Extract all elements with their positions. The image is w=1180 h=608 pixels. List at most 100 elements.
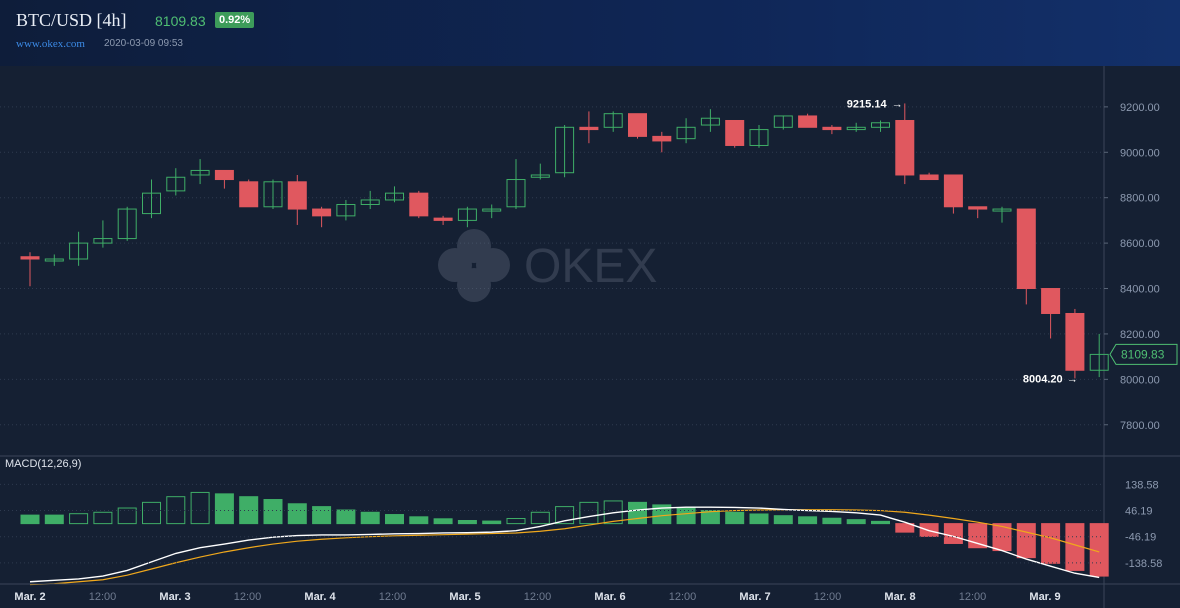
chart-header: BTC/USD [4h] 8109.83 0.92% www.okex.com …	[0, 0, 1180, 66]
candle	[287, 174, 307, 225]
signal-line	[29, 509, 1100, 586]
watermark-logo-circle-top	[457, 229, 491, 263]
macd-bar	[1016, 523, 1036, 559]
low-annotation: 8004.20	[1023, 373, 1063, 385]
time-tick-label: 12:00	[89, 591, 117, 603]
candle	[846, 122, 866, 132]
candle	[919, 172, 939, 181]
candlestick-chart[interactable]: OKEX 9200.00 9000.00 8800.00 8600.00 8400.00…	[0, 66, 1180, 608]
candle-body	[1089, 353, 1109, 371]
site-link[interactable]: www.okex.com	[16, 38, 85, 50]
candle-body	[385, 192, 404, 201]
macd-bar	[44, 514, 64, 525]
candle	[943, 174, 963, 214]
macd-bar	[555, 506, 575, 525]
candle-body	[142, 192, 161, 215]
candle	[44, 254, 64, 266]
macd-bar	[166, 496, 186, 525]
macd-bar	[263, 499, 283, 525]
grid-lines	[0, 66, 1105, 608]
macd-line	[29, 506, 1100, 583]
macd-bar	[506, 518, 526, 525]
candle-body	[555, 126, 575, 174]
candle	[69, 231, 89, 266]
last-price-tag	[1109, 343, 1178, 365]
time-tick-label: 12:00	[379, 591, 407, 603]
high-arrow: →	[892, 98, 903, 110]
candle-body	[409, 192, 429, 217]
macd-tick-label: -138.58	[1125, 558, 1162, 570]
candle-body	[360, 199, 380, 206]
macd-bar	[142, 501, 161, 525]
candle-body	[773, 115, 793, 128]
candle-body	[652, 135, 672, 142]
candle-body	[44, 258, 64, 262]
time-tick-label: Mar. 2	[14, 591, 45, 603]
candle	[1065, 308, 1085, 379]
macd-bar	[214, 493, 234, 525]
price-tick-label: 8400.00	[1120, 284, 1160, 296]
candle	[725, 119, 745, 148]
macd-bar	[20, 514, 40, 525]
macd-bar	[822, 517, 842, 525]
last-price-label: 8109.83	[1121, 347, 1165, 361]
candle	[409, 190, 429, 219]
time-tick-label: Mar. 9	[1029, 591, 1060, 603]
time-tick-label: 12:00	[524, 591, 552, 603]
candle	[530, 163, 550, 180]
candle-body	[287, 181, 307, 210]
candle-body	[336, 204, 356, 217]
price-tick-label: 7800.00	[1120, 420, 1160, 432]
macd-bar	[409, 516, 429, 525]
candle	[628, 113, 647, 139]
candle-body	[798, 115, 818, 128]
candle	[895, 103, 915, 185]
candle	[798, 113, 818, 128]
price-tick-label: 9000.00	[1120, 147, 1160, 159]
candle-body	[93, 238, 113, 244]
macd-tick-label: -46.19	[1125, 532, 1156, 544]
pair-title: BTC/USD [4h]	[16, 10, 127, 30]
candle-body	[822, 126, 842, 131]
time-tick-label: Mar. 3	[159, 591, 190, 603]
candle-body	[457, 208, 477, 221]
candle-body	[846, 126, 866, 131]
time-axis: Mar. 2 12:00 Mar. 3 12:00 Mar. 4 12:00 Mar. 5 1…	[0, 583, 1180, 603]
candle	[117, 206, 137, 241]
candle	[433, 215, 453, 225]
candle-body	[895, 119, 915, 176]
macd-bar	[798, 516, 818, 525]
macd-tick-label: 46.19	[1125, 506, 1153, 518]
candle-body	[214, 169, 234, 181]
macd-bar	[628, 501, 647, 525]
price-tick-label: 8200.00	[1120, 329, 1160, 341]
candle-body	[968, 206, 988, 210]
candle	[1016, 208, 1036, 305]
candle-body	[117, 208, 137, 240]
macd-tick-label: 138.58	[1125, 479, 1159, 491]
time-tick-label: Mar. 6	[594, 591, 625, 603]
candle-body	[725, 119, 745, 146]
candle	[822, 125, 842, 135]
time-tick-label: Mar. 5	[449, 591, 480, 603]
candle-body	[1016, 208, 1036, 290]
macd-bar	[943, 523, 963, 544]
macd-bar	[287, 503, 307, 525]
candle-body	[579, 126, 599, 131]
time-tick-label: 12:00	[814, 591, 842, 603]
candle-body	[190, 169, 210, 176]
candle-body	[433, 217, 453, 221]
candle	[214, 169, 234, 189]
macd-bar	[579, 501, 599, 525]
low-arrow: →	[1067, 373, 1078, 385]
candle	[773, 115, 793, 130]
macd-bar	[457, 520, 477, 525]
candle	[457, 206, 477, 228]
candle-body	[312, 208, 332, 217]
candle-body	[749, 129, 769, 146]
candle	[603, 111, 623, 132]
watermark-logo-circle-bottom	[457, 268, 491, 302]
candle	[579, 111, 599, 144]
macd-bar	[69, 513, 89, 525]
watermark-logo-circle-right	[476, 248, 510, 282]
